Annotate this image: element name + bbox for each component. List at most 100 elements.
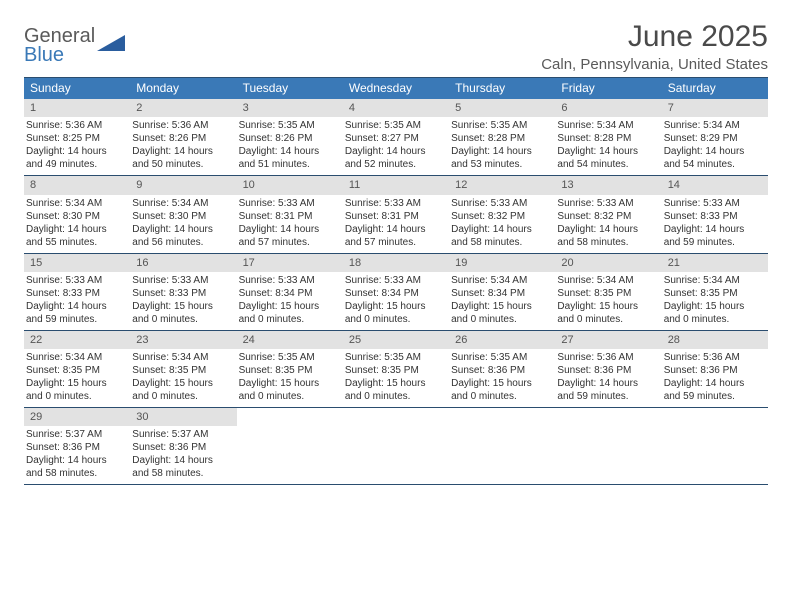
day-cell: 7Sunrise: 5:34 AMSunset: 8:29 PMDaylight… [662, 99, 768, 175]
day-d1: Daylight: 15 hours [345, 300, 445, 313]
day-sr: Sunrise: 5:35 AM [451, 351, 551, 364]
day-d1: Daylight: 14 hours [557, 145, 657, 158]
day-cell: 10Sunrise: 5:33 AMSunset: 8:31 PMDayligh… [237, 176, 343, 252]
day-body: Sunrise: 5:37 AMSunset: 8:36 PMDaylight:… [130, 428, 236, 480]
day-sr: Sunrise: 5:35 AM [239, 351, 339, 364]
day-ss: Sunset: 8:26 PM [239, 132, 339, 145]
day-body: Sunrise: 5:34 AMSunset: 8:28 PMDaylight:… [555, 119, 661, 171]
day-number: 21 [662, 254, 768, 272]
day-d1: Daylight: 15 hours [132, 300, 232, 313]
day-d1: Daylight: 15 hours [557, 300, 657, 313]
dow-thursday: Thursday [449, 78, 555, 99]
day-cell: 14Sunrise: 5:33 AMSunset: 8:33 PMDayligh… [662, 176, 768, 252]
weeks-container: 1Sunrise: 5:36 AMSunset: 8:25 PMDaylight… [24, 99, 768, 485]
month-title: June 2025 [541, 20, 768, 54]
dow-monday: Monday [130, 78, 236, 99]
day-cell: 12Sunrise: 5:33 AMSunset: 8:32 PMDayligh… [449, 176, 555, 252]
day-sr: Sunrise: 5:33 AM [664, 197, 764, 210]
day-cell: 22Sunrise: 5:34 AMSunset: 8:35 PMDayligh… [24, 331, 130, 407]
day-sr: Sunrise: 5:34 AM [664, 274, 764, 287]
day-d1: Daylight: 15 hours [451, 377, 551, 390]
day-d2: and 0 minutes. [239, 313, 339, 326]
day-sr: Sunrise: 5:33 AM [132, 274, 232, 287]
day-ss: Sunset: 8:36 PM [557, 364, 657, 377]
day-d2: and 59 minutes. [664, 390, 764, 403]
week-row: 1Sunrise: 5:36 AMSunset: 8:25 PMDaylight… [24, 99, 768, 176]
day-ss: Sunset: 8:32 PM [451, 210, 551, 223]
day-d2: and 49 minutes. [26, 158, 126, 171]
day-d2: and 59 minutes. [557, 390, 657, 403]
day-cell: 3Sunrise: 5:35 AMSunset: 8:26 PMDaylight… [237, 99, 343, 175]
day-ss: Sunset: 8:26 PM [132, 132, 232, 145]
day-d2: and 0 minutes. [451, 313, 551, 326]
day-sr: Sunrise: 5:34 AM [557, 119, 657, 132]
page-header: General Blue June 2025 Caln, Pennsylvani… [24, 20, 768, 73]
day-sr: Sunrise: 5:33 AM [26, 274, 126, 287]
day-body: Sunrise: 5:33 AMSunset: 8:33 PMDaylight:… [130, 274, 236, 326]
day-d2: and 58 minutes. [451, 236, 551, 249]
day-body: Sunrise: 5:36 AMSunset: 8:36 PMDaylight:… [662, 351, 768, 403]
day-number: 14 [662, 176, 768, 194]
day-d2: and 0 minutes. [345, 313, 445, 326]
day-sr: Sunrise: 5:37 AM [26, 428, 126, 441]
dow-saturday: Saturday [662, 78, 768, 99]
day-cell [343, 408, 449, 484]
day-number: 26 [449, 331, 555, 349]
day-number: 9 [130, 176, 236, 194]
day-ss: Sunset: 8:36 PM [664, 364, 764, 377]
day-d2: and 58 minutes. [557, 236, 657, 249]
day-d2: and 59 minutes. [664, 236, 764, 249]
day-number: 29 [24, 408, 130, 426]
day-d2: and 57 minutes. [345, 236, 445, 249]
day-body: Sunrise: 5:34 AMSunset: 8:30 PMDaylight:… [24, 197, 130, 249]
day-ss: Sunset: 8:35 PM [239, 364, 339, 377]
day-body: Sunrise: 5:33 AMSunset: 8:32 PMDaylight:… [449, 197, 555, 249]
day-ss: Sunset: 8:36 PM [26, 441, 126, 454]
day-number: 13 [555, 176, 661, 194]
day-body: Sunrise: 5:34 AMSunset: 8:34 PMDaylight:… [449, 274, 555, 326]
logo-text: General Blue [24, 26, 95, 65]
day-d1: Daylight: 15 hours [26, 377, 126, 390]
day-d2: and 0 minutes. [132, 390, 232, 403]
day-cell: 17Sunrise: 5:33 AMSunset: 8:34 PMDayligh… [237, 254, 343, 330]
day-sr: Sunrise: 5:33 AM [345, 274, 445, 287]
day-sr: Sunrise: 5:35 AM [345, 351, 445, 364]
day-ss: Sunset: 8:35 PM [132, 364, 232, 377]
day-ss: Sunset: 8:28 PM [451, 132, 551, 145]
day-d2: and 54 minutes. [664, 158, 764, 171]
day-d1: Daylight: 14 hours [132, 145, 232, 158]
day-d1: Daylight: 14 hours [239, 145, 339, 158]
day-number: 15 [24, 254, 130, 272]
day-body: Sunrise: 5:36 AMSunset: 8:26 PMDaylight:… [130, 119, 236, 171]
day-body: Sunrise: 5:34 AMSunset: 8:35 PMDaylight:… [555, 274, 661, 326]
day-body: Sunrise: 5:35 AMSunset: 8:26 PMDaylight:… [237, 119, 343, 171]
day-ss: Sunset: 8:29 PM [664, 132, 764, 145]
day-cell: 25Sunrise: 5:35 AMSunset: 8:35 PMDayligh… [343, 331, 449, 407]
day-sr: Sunrise: 5:34 AM [664, 119, 764, 132]
day-sr: Sunrise: 5:34 AM [132, 351, 232, 364]
day-sr: Sunrise: 5:33 AM [451, 197, 551, 210]
day-d1: Daylight: 14 hours [26, 454, 126, 467]
day-d2: and 0 minutes. [239, 390, 339, 403]
day-body: Sunrise: 5:33 AMSunset: 8:34 PMDaylight:… [343, 274, 449, 326]
day-d2: and 0 minutes. [557, 313, 657, 326]
day-body: Sunrise: 5:37 AMSunset: 8:36 PMDaylight:… [24, 428, 130, 480]
day-sr: Sunrise: 5:33 AM [557, 197, 657, 210]
day-number: 7 [662, 99, 768, 117]
day-number: 11 [343, 176, 449, 194]
day-ss: Sunset: 8:35 PM [664, 287, 764, 300]
day-d2: and 57 minutes. [239, 236, 339, 249]
day-d1: Daylight: 14 hours [557, 223, 657, 236]
day-number: 18 [343, 254, 449, 272]
day-number: 1 [24, 99, 130, 117]
day-ss: Sunset: 8:33 PM [132, 287, 232, 300]
day-cell: 27Sunrise: 5:36 AMSunset: 8:36 PMDayligh… [555, 331, 661, 407]
day-d1: Daylight: 14 hours [451, 223, 551, 236]
day-number: 27 [555, 331, 661, 349]
day-cell: 20Sunrise: 5:34 AMSunset: 8:35 PMDayligh… [555, 254, 661, 330]
logo: General Blue [24, 26, 125, 65]
calendar: Sunday Monday Tuesday Wednesday Thursday… [24, 77, 768, 485]
day-d1: Daylight: 15 hours [345, 377, 445, 390]
day-cell: 23Sunrise: 5:34 AMSunset: 8:35 PMDayligh… [130, 331, 236, 407]
day-sr: Sunrise: 5:36 AM [664, 351, 764, 364]
